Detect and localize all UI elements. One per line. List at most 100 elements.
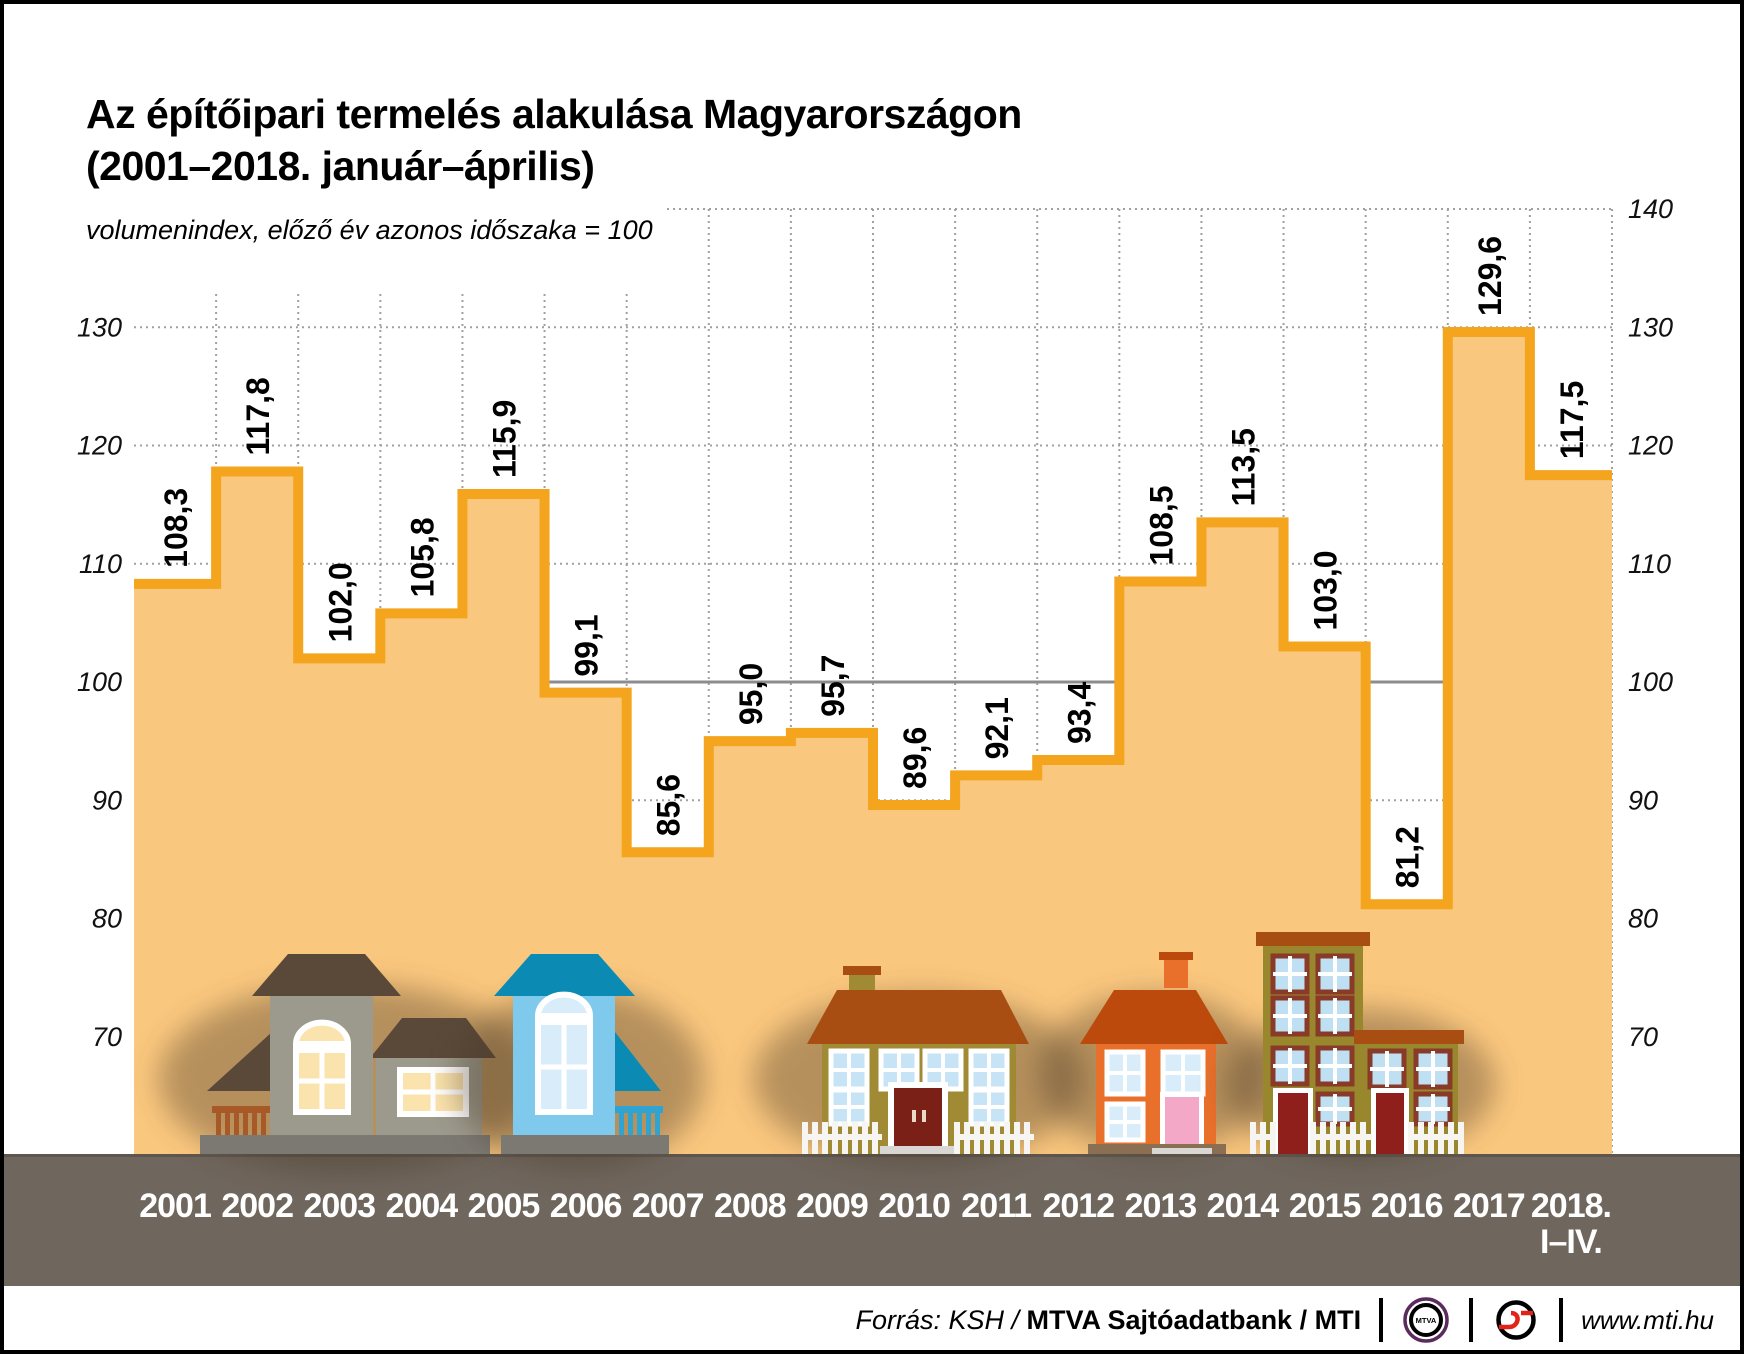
value-label: 89,6 [897, 727, 933, 789]
houses-illustration [159, 932, 1495, 1174]
porch-post [243, 1113, 248, 1139]
porch-rail [615, 1106, 663, 1113]
house-blue [494, 954, 669, 1154]
value-label: 117,5 [1554, 381, 1590, 459]
house-roof [807, 990, 1029, 1044]
porch-post [234, 1113, 239, 1139]
value-label: 117,8 [240, 377, 276, 455]
house-roof [252, 954, 401, 996]
footer-divider [1469, 1298, 1474, 1342]
footer-divider [1559, 1298, 1564, 1342]
door-step [1152, 1148, 1212, 1154]
y-tick-label-left: 90 [92, 785, 122, 815]
house-roof [1080, 990, 1228, 1044]
source-prefix: Forrás: KSH / [855, 1304, 1020, 1335]
value-label: 113,5 [1226, 428, 1262, 506]
chimney-cap [843, 966, 881, 975]
y-tick-label-left: 80 [92, 904, 122, 934]
year-label: 2009 [796, 1187, 868, 1225]
value-label: 93,4 [1061, 682, 1097, 744]
title-line-1: Az építőipari termelés alakulása Magyaro… [86, 91, 1022, 137]
house-plinth [501, 1135, 669, 1154]
mti-logo-icon [1496, 1300, 1536, 1340]
chimney [849, 974, 875, 994]
ground-strip [4, 1154, 1740, 1286]
y-tick-label-right: 110 [1628, 549, 1671, 579]
year-label: 2011 [961, 1187, 1031, 1225]
roof-cap [1256, 932, 1370, 946]
fence-rail [802, 1134, 882, 1140]
door-handle [912, 1110, 916, 1122]
value-label: 99,1 [569, 614, 605, 676]
value-label: 129,6 [1472, 236, 1508, 316]
y-tick-label-right: 130 [1628, 312, 1673, 342]
y-tick-label-left: 70 [92, 1022, 122, 1052]
porch-post [261, 1113, 266, 1139]
chimney [1164, 958, 1188, 988]
year-label: 2010 [878, 1187, 950, 1225]
house-arch-window [534, 991, 594, 1019]
year-label: 2004 [386, 1187, 459, 1225]
y-tick-label-left: 120 [77, 431, 122, 461]
fence-rail [1408, 1134, 1464, 1140]
step-line [134, 326, 1612, 910]
value-label: 95,0 [733, 663, 769, 725]
axis-labels: 70 80 90 100 110 120 130 70 80 90 100 110 120 130 140 2… [77, 194, 1673, 1261]
step-line-path [134, 326, 1612, 910]
porch-post [637, 1113, 642, 1139]
page-title: Az építőipari termelés alakulása Magyaro… [86, 88, 1022, 192]
y-tick-label-right: 80 [1628, 904, 1658, 934]
chimney-cap [1159, 952, 1193, 960]
source-names: MTVA Sajtóadatbank / MTI [1026, 1304, 1362, 1335]
y-tick-label-right: 100 [1628, 667, 1673, 697]
house-door [1278, 1093, 1308, 1154]
y-tick-label-left: 110 [79, 549, 122, 579]
mtva-logo-icon: MTVA [1403, 1297, 1449, 1343]
source-credit: Forrás: KSH / MTVA Sajtóadatbank / MTI [856, 1305, 1362, 1336]
house-door [1165, 1097, 1199, 1144]
year-label: 2014 [1207, 1187, 1280, 1225]
door-handle [922, 1110, 926, 1122]
fence-rail [1250, 1134, 1276, 1140]
year-label: 2003 [303, 1187, 375, 1225]
year-label: 2012 [1042, 1187, 1114, 1225]
year-label: 2005 [468, 1187, 540, 1225]
house-arch-window [292, 1019, 352, 1047]
house-orange [1080, 952, 1228, 1154]
house-roof [207, 1032, 272, 1091]
value-label: 115,9 [487, 400, 523, 478]
year-label: 2008 [714, 1187, 786, 1225]
house-roof [494, 954, 635, 996]
mtva-inner-ring [1409, 1303, 1444, 1337]
porch-post [646, 1113, 651, 1139]
value-label: 108,5 [1143, 485, 1179, 565]
fence-rail [1310, 1134, 1372, 1140]
porch-rail [212, 1106, 272, 1113]
y-tick-label-left: 130 [77, 312, 122, 342]
year-label: 2017 [1453, 1187, 1525, 1225]
value-labels: 108,3 117,8 102,0 105,8 115,9 99,1 85,6 95,0 95,… [158, 236, 1590, 888]
house-olive [802, 966, 1034, 1154]
house-plinth [200, 1135, 490, 1154]
footer: Forrás: KSH / MTVA Sajtóadatbank / MTI M… [856, 1294, 1714, 1346]
year-label: 2007 [632, 1187, 704, 1225]
value-label: 85,6 [651, 774, 687, 836]
step-area-chart: 108,3 117,8 102,0 105,8 115,9 99,1 85,6 95,0 95,… [4, 194, 1740, 1286]
year-label: 2018. [1531, 1187, 1611, 1225]
value-label: 102,0 [322, 562, 358, 642]
y-tick-label-left: 100 [77, 667, 122, 697]
year-label: 2013 [1125, 1187, 1197, 1225]
fence-rail [954, 1134, 1034, 1140]
porch-post [619, 1113, 624, 1139]
porch-post [655, 1113, 660, 1139]
house-rowhouses [1250, 932, 1464, 1154]
value-label: 95,7 [815, 655, 851, 717]
y-tick-label-right: 140 [1628, 194, 1673, 224]
value-label: 81,2 [1390, 826, 1426, 888]
y-tick-label-right: 90 [1628, 785, 1658, 815]
roof-cap [1354, 1030, 1464, 1044]
porch-post [628, 1113, 633, 1139]
year-label: I–IV. [1540, 1223, 1602, 1261]
house-roof [615, 1032, 661, 1091]
